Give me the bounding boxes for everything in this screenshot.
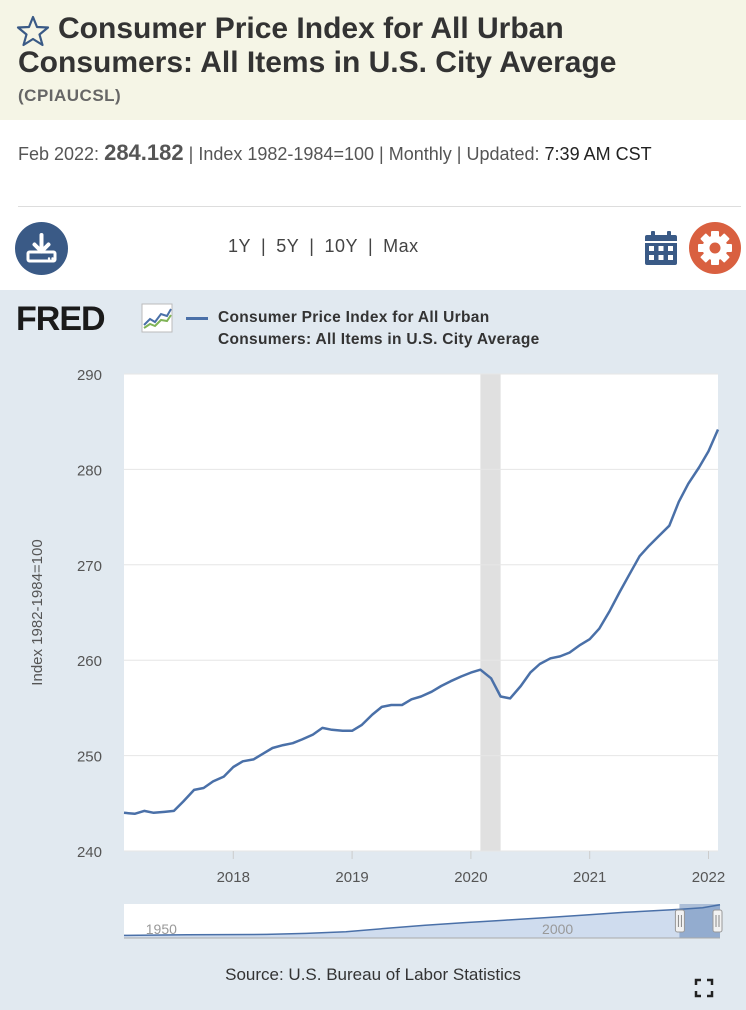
- navigator-handle-left[interactable]: [674, 909, 685, 933]
- fullscreen-icon[interactable]: [694, 978, 714, 998]
- range-separator: |: [309, 236, 315, 256]
- divider: [18, 206, 741, 207]
- x-tick-label: 2022: [692, 869, 725, 886]
- calendar-icon[interactable]: [644, 230, 678, 266]
- fred-chart-icon: [141, 303, 173, 333]
- range-max[interactable]: Max: [383, 236, 419, 256]
- gear-icon: [698, 231, 732, 265]
- y-tick-label: 270: [77, 558, 102, 575]
- navigator-label: 1950: [146, 921, 177, 937]
- y-axis-label: Index 1982-1984=100: [29, 539, 46, 685]
- updated-label: Updated:: [466, 144, 540, 164]
- download-icon: [26, 233, 57, 263]
- legend-swatch: [186, 317, 208, 320]
- meta-separator: |: [379, 144, 384, 164]
- navigator-label: 2000: [542, 921, 573, 937]
- legend-label: Consumer Price Index for All Urban Consu…: [218, 309, 540, 348]
- x-tick-label: 2018: [217, 869, 250, 886]
- series-id: (CPIAUCSL): [18, 86, 122, 105]
- download-button[interactable]: [15, 222, 68, 275]
- series-line: [123, 429, 720, 816]
- range-separator: |: [261, 236, 267, 256]
- range-separator: |: [367, 236, 374, 256]
- line-chart[interactable]: 240 250 260 270 280 290 2018 2019 2020 2021 2022 In…: [0, 290, 746, 1010]
- date-range-selector: 1Y | 5Y | 10Y | Max: [228, 236, 419, 257]
- y-tick-label: 260: [77, 653, 102, 670]
- fred-logo: FRED: [16, 300, 106, 338]
- date-label: Feb 2022:: [18, 144, 100, 164]
- navigator-line: [123, 903, 721, 937]
- star-icon[interactable]: [16, 14, 50, 48]
- x-tick-label: 2019: [335, 869, 368, 886]
- y-tick-label: 290: [77, 367, 102, 384]
- settings-button[interactable]: [689, 222, 741, 274]
- navigator-fill: [124, 904, 720, 938]
- recession-band: [480, 374, 501, 851]
- y-tick-label: 280: [77, 462, 102, 479]
- navigator-handle-right[interactable]: [712, 909, 723, 933]
- series-meta: Feb 2022: 284.182 | Index 1982-1984=100 …: [18, 140, 733, 167]
- range-1y[interactable]: 1Y: [228, 236, 252, 256]
- range-5y[interactable]: 5Y: [276, 236, 300, 256]
- y-tick-label: 240: [77, 844, 102, 861]
- range-10y[interactable]: 10Y: [324, 236, 358, 256]
- y-tick-label: 250: [77, 749, 102, 766]
- x-tick-label: 2020: [454, 869, 487, 886]
- latest-value: 284.182: [104, 140, 184, 165]
- page-title: Consumer Price Index for All Urban Consu…: [18, 12, 617, 79]
- series-header: Consumer Price Index for All Urban Consu…: [0, 0, 746, 120]
- timezone: CST: [615, 144, 652, 164]
- plot-area: [124, 374, 718, 851]
- meta-separator: |: [456, 144, 462, 164]
- meta-separator: |: [188, 144, 194, 164]
- updated-time: 7:39 AM: [544, 144, 611, 164]
- source-note: Source: U.S. Bureau of Labor Statistics: [225, 965, 521, 984]
- units: Index 1982-1984=100: [198, 144, 374, 164]
- x-tick-label: 2021: [573, 869, 606, 886]
- frequency: Monthly: [388, 144, 452, 164]
